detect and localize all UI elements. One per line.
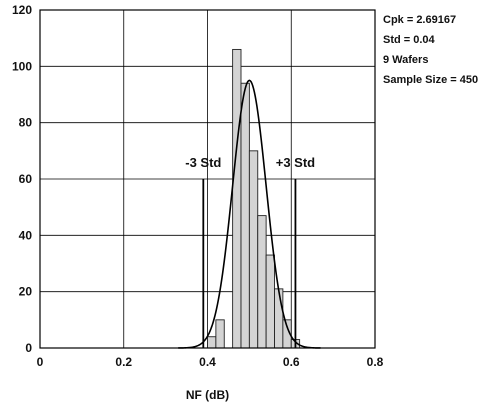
- stats-line: Std = 0.04: [383, 34, 436, 46]
- y-tick-label: 100: [12, 59, 32, 73]
- histogram-bar: [248, 150, 259, 349]
- x-axis-title: NF (dB): [186, 388, 229, 402]
- spec-lines: -3 Std +3 Std: [185, 155, 315, 348]
- histogram-bar: [274, 288, 284, 349]
- histogram-bar: [240, 82, 250, 349]
- plot-frame: [39, 9, 376, 349]
- y-tick-label: 0: [25, 341, 32, 355]
- y-tick-label: 60: [19, 172, 33, 186]
- y-tick-label: 80: [19, 116, 33, 130]
- stats-box: Cpk = 2.69167 Std = 0.04 9 Wafers Sample Si…: [383, 14, 478, 86]
- histogram-bar: [232, 48, 242, 349]
- x-tick-label: 0.6: [283, 355, 300, 369]
- grid-lines: [39, 9, 376, 349]
- y-tick-label: 40: [19, 228, 33, 242]
- y-tick-label: 20: [19, 285, 33, 299]
- spec-line-label: -3 Std: [185, 155, 221, 170]
- x-tick-label: 0.2: [115, 355, 132, 369]
- histogram-bar: [215, 319, 225, 349]
- histogram-bar: [265, 254, 275, 349]
- stats-line: Cpk = 2.69167: [383, 14, 456, 26]
- y-axis-ticks: 0 20 40 60 80 100 120: [12, 3, 32, 355]
- histogram-bars: [207, 48, 301, 349]
- stats-line: Sample Size = 450: [383, 74, 478, 86]
- x-tick-label: 0.8: [367, 355, 384, 369]
- histogram-bar: [257, 215, 267, 349]
- normal-fit-curve: [178, 79, 321, 349]
- y-tick-label: 120: [12, 3, 32, 17]
- x-tick-label: 0.4: [199, 355, 216, 369]
- stats-line: 9 Wafers: [383, 54, 428, 66]
- x-axis-ticks: 0 0.2 0.4 0.6 0.8: [37, 355, 384, 369]
- histogram-bar: [207, 336, 217, 349]
- x-tick-label: 0: [37, 355, 44, 369]
- spec-line-label: +3 Std: [276, 155, 315, 170]
